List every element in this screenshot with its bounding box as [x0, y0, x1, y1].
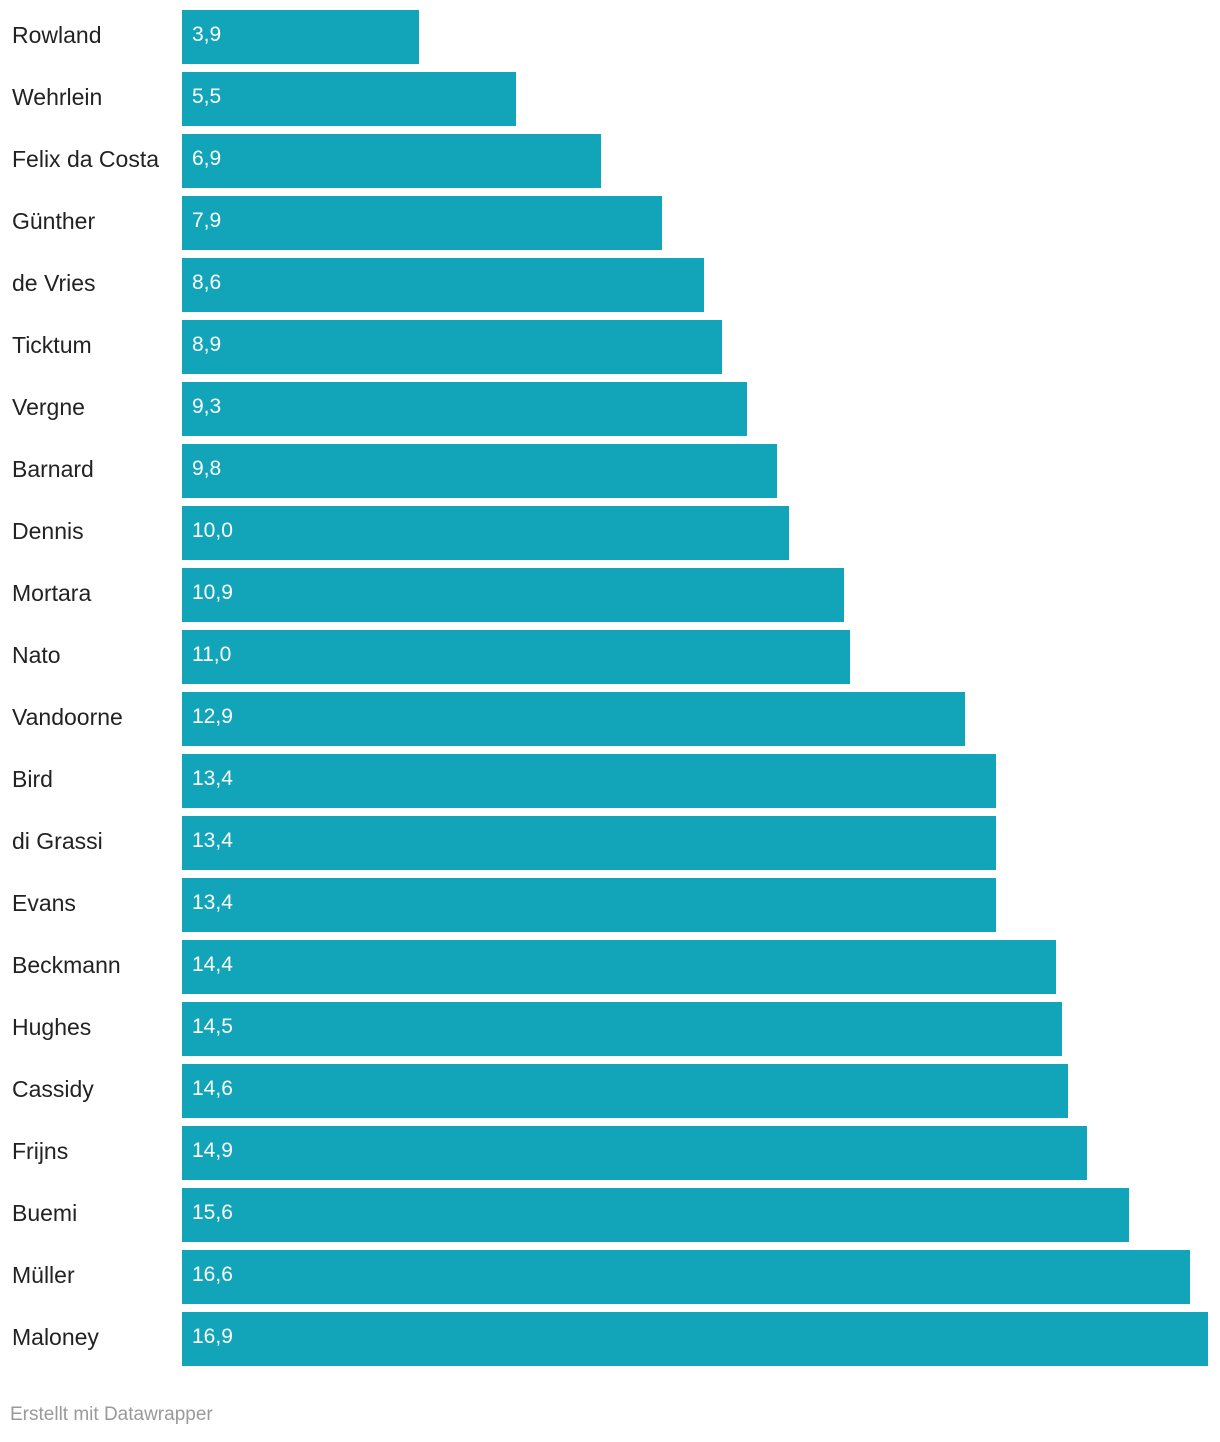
bar[interactable]: [182, 382, 747, 436]
bar[interactable]: [182, 258, 704, 312]
bar[interactable]: [182, 940, 1056, 994]
category-label: Cassidy: [12, 1076, 94, 1102]
category-label: Wehrlein: [12, 84, 103, 110]
bar-value-label: 13,4: [192, 829, 233, 852]
bar-value-label: 16,6: [192, 1263, 233, 1286]
bar[interactable]: [182, 320, 722, 374]
category-label: de Vries: [12, 270, 96, 296]
bar-row: Evans 13,4: [0, 878, 1220, 932]
category-label: Vandoorne: [12, 704, 123, 730]
category-label: Dennis: [12, 518, 84, 544]
bar-row: Dennis 10,0: [0, 506, 1220, 560]
bar[interactable]: [182, 1312, 1208, 1366]
bar-row: Buemi 15,6: [0, 1188, 1220, 1242]
category-label: Frijns: [12, 1138, 69, 1164]
bar-row: Hughes 14,5: [0, 1002, 1220, 1056]
bar-value-label: 6,9: [192, 147, 222, 170]
bar-row: de Vries 8,6: [0, 258, 1220, 312]
bar[interactable]: [182, 1250, 1190, 1304]
chart-credit[interactable]: Erstellt mit Datawrapper: [10, 1404, 213, 1425]
bar-value-label: 9,8: [192, 457, 222, 480]
bar-row: Mortara 10,9: [0, 568, 1220, 622]
bar-row: Rowland 3,9: [0, 10, 1220, 64]
bar[interactable]: [182, 692, 965, 746]
bar[interactable]: [182, 630, 850, 684]
bar-value-label: 14,4: [192, 953, 233, 976]
bar-row: Müller 16,6: [0, 1250, 1220, 1304]
bar-row: Maloney 16,9: [0, 1312, 1220, 1366]
bar[interactable]: [182, 816, 996, 870]
bar-value-label: 15,6: [192, 1201, 233, 1224]
category-label: Evans: [12, 890, 76, 916]
bar-value-label: 5,5: [192, 85, 222, 108]
bar-value-label: 16,9: [192, 1325, 233, 1348]
bar[interactable]: [182, 134, 601, 188]
category-label: Nato: [12, 642, 61, 668]
bar-value-label: 8,9: [192, 333, 222, 356]
bar-value-label: 9,3: [192, 395, 222, 418]
bar-row: Barnard 9,8: [0, 444, 1220, 498]
bar-chart: Rowland 3,9 Wehrlein 5,5 Felix da Costa 6,9 Gü…: [0, 10, 1220, 1366]
bar[interactable]: [182, 196, 662, 250]
bar-value-label: 12,9: [192, 705, 233, 728]
bar[interactable]: [182, 1126, 1087, 1180]
bar-value-label: 10,9: [192, 581, 233, 604]
bar-value-label: 14,5: [192, 1015, 233, 1038]
bar-row: Ticktum 8,9: [0, 320, 1220, 374]
bar-value-label: 14,9: [192, 1139, 233, 1162]
category-label: Mortara: [12, 580, 92, 606]
bar-value-label: 13,4: [192, 767, 233, 790]
bar[interactable]: [182, 878, 996, 932]
bar-value-label: 3,9: [192, 23, 222, 46]
bar-value-label: 8,6: [192, 271, 222, 294]
bar-row: Nato 11,0: [0, 630, 1220, 684]
bar[interactable]: [182, 1002, 1062, 1056]
bar[interactable]: [182, 568, 844, 622]
bar-value-label: 13,4: [192, 891, 233, 914]
category-label: Ticktum: [12, 332, 92, 358]
bar-value-label: 7,9: [192, 209, 222, 232]
bar[interactable]: [182, 72, 516, 126]
bar-row: Vergne 9,3: [0, 382, 1220, 436]
bar[interactable]: [182, 754, 996, 808]
bar-row: Beckmann 14,4: [0, 940, 1220, 994]
category-label: Felix da Costa: [12, 146, 160, 172]
category-label: Hughes: [12, 1014, 92, 1040]
bar[interactable]: [182, 10, 419, 64]
category-label: Maloney: [12, 1324, 99, 1350]
bar-row: Frijns 14,9: [0, 1126, 1220, 1180]
bar[interactable]: [182, 1188, 1129, 1242]
category-label: Buemi: [12, 1200, 78, 1226]
bar-value-label: 14,6: [192, 1077, 233, 1100]
bar-row: Vandoorne 12,9: [0, 692, 1220, 746]
category-label: Günther: [12, 208, 96, 234]
bar[interactable]: [182, 444, 777, 498]
category-label: Beckmann: [12, 952, 121, 978]
category-label: Bird: [12, 766, 53, 792]
bar-row: Wehrlein 5,5: [0, 72, 1220, 126]
category-label: Barnard: [12, 456, 94, 482]
category-label: Vergne: [12, 394, 85, 420]
bar-row: Cassidy 14,6: [0, 1064, 1220, 1118]
category-label: di Grassi: [12, 828, 103, 854]
bar-row: di Grassi 13,4: [0, 816, 1220, 870]
bar-row: Felix da Costa 6,9: [0, 134, 1220, 188]
bar[interactable]: [182, 506, 789, 560]
bar-value-label: 10,0: [192, 519, 233, 542]
category-label: Müller: [12, 1262, 75, 1288]
bar-row: Günther 7,9: [0, 196, 1220, 250]
bar-value-label: 11,0: [192, 643, 232, 666]
bar-row: Bird 13,4: [0, 754, 1220, 808]
category-label: Rowland: [12, 22, 102, 48]
bar[interactable]: [182, 1064, 1068, 1118]
